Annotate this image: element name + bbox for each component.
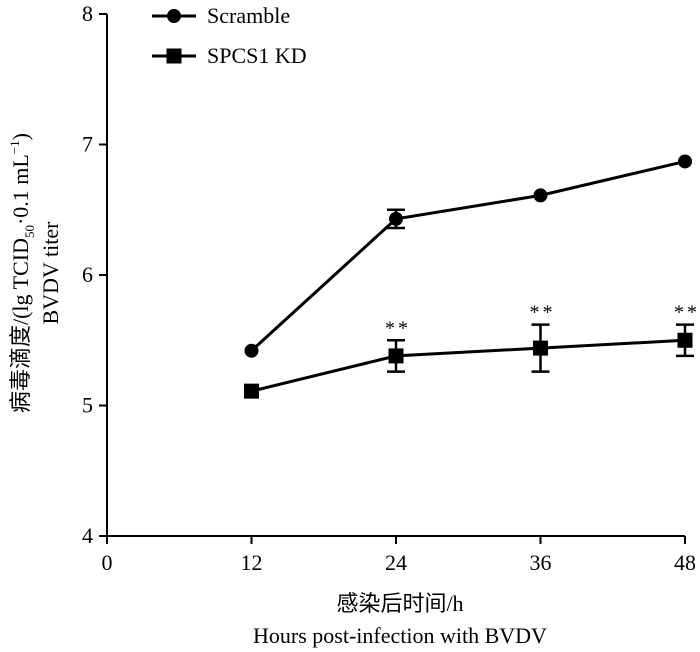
data-point	[244, 343, 259, 358]
ticks: 4 5 6 7 8 0 12 24 36 48	[82, 1, 696, 575]
legend: Scramble SPCS1 KD	[152, 3, 307, 68]
significance-label: **	[530, 302, 556, 324]
x-tick-label: 12	[241, 550, 263, 575]
x-tick-label: 0	[102, 550, 113, 575]
legend-label: SPCS1 KD	[207, 43, 307, 68]
x-axis-label-cn: 感染后时间/h	[336, 591, 463, 616]
legend-item: SPCS1 KD	[152, 43, 307, 68]
legend-marker	[166, 48, 182, 64]
series-line	[251, 338, 686, 393]
legend-item: Scramble	[152, 3, 290, 28]
series-layer: ** ** **	[244, 154, 700, 399]
y-axis-label-en: BVDV titer	[38, 221, 63, 325]
y-tick-label: 7	[82, 132, 93, 157]
y-axis-label-cn: 病毒滴度/(lg TCID50·0.1 mL−1)	[7, 133, 37, 413]
y-tick-label: 8	[82, 1, 93, 26]
x-tick-label: 48	[674, 550, 696, 575]
data-point	[678, 154, 692, 169]
significance-label: **	[385, 317, 411, 339]
y-tick-label: 6	[82, 262, 93, 287]
x-tick-label: 24	[385, 550, 407, 575]
series-spcs1-kd: ** ** **	[244, 302, 700, 399]
significance-label: **	[674, 302, 700, 324]
data-point	[533, 188, 548, 203]
data-point	[677, 332, 693, 348]
series-scramble	[244, 154, 692, 358]
series-line	[250, 160, 686, 352]
data-point	[389, 211, 403, 226]
x-tick-label: 36	[530, 550, 552, 575]
data-point	[244, 383, 259, 399]
data-point	[533, 340, 548, 356]
x-axis-label-en: Hours post-infection with BVDV	[253, 623, 547, 648]
data-point	[388, 348, 404, 364]
axes	[106, 14, 685, 537]
y-tick-label: 4	[82, 523, 93, 548]
legend-label: Scramble	[207, 3, 290, 28]
legend-marker	[167, 9, 181, 23]
y-tick-label: 5	[82, 393, 93, 418]
